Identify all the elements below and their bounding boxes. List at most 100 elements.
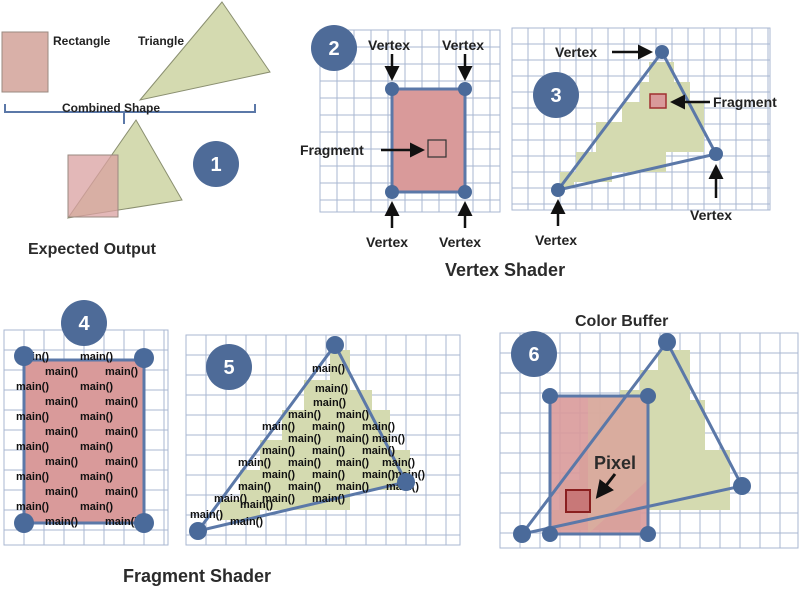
main-call-label: main() <box>16 381 49 393</box>
main-call-label: main() <box>105 366 138 378</box>
main-calls-rectangle: main()main() main()main() main()main() main… <box>16 351 138 528</box>
badge-4 <box>61 300 107 346</box>
vertex-dot <box>709 147 723 161</box>
fragment-label: Fragment <box>713 94 777 110</box>
badge-1 <box>193 141 239 187</box>
vertex-dot <box>134 513 154 533</box>
vertex-dot <box>733 477 751 495</box>
badge-2 <box>311 25 357 71</box>
main-call-label: main() <box>288 409 321 421</box>
main-call-label: main() <box>230 516 263 528</box>
vertex-shader-caption: Vertex Shader <box>445 260 565 280</box>
main-call-label: main() <box>80 471 113 483</box>
vertex-dot <box>458 82 472 96</box>
vertex-label-top-right: Vertex <box>442 37 484 53</box>
badge-4-number: 4 <box>78 313 90 335</box>
pixel-label: Pixel <box>594 453 636 473</box>
main-call-label: main() <box>45 486 78 498</box>
main-call-label: main() <box>372 433 405 445</box>
triangle-label: Triangle <box>138 34 184 48</box>
main-call-label: main() <box>45 516 78 528</box>
triangle-shape <box>138 1 271 101</box>
vertex-label-top-left: Vertex <box>368 37 410 53</box>
main-call-label: main() <box>262 421 295 433</box>
main-call-label: main() <box>190 509 223 521</box>
vertex-dot <box>658 333 676 351</box>
main-call-label: main() <box>105 516 138 528</box>
main-call-label: main() <box>336 433 369 445</box>
vertex-dot <box>189 522 207 540</box>
main-call-label: main() <box>288 433 321 445</box>
rectangle-primitive <box>22 358 146 525</box>
main-call-label: main() <box>336 481 369 493</box>
combine-bracket <box>4 104 256 113</box>
overlap-fill <box>588 396 648 534</box>
badge-2-number: 2 <box>328 38 339 60</box>
rasterized-triangle-fill <box>560 62 704 188</box>
rectangle-shape <box>1 31 49 93</box>
panel-vertex-shader-triangle: Vertex Fragment Vertex Vertex 3 <box>511 27 777 248</box>
main-call-label: main() <box>336 457 369 469</box>
rasterized-triangle-fill <box>220 350 410 520</box>
combined-rectangle <box>67 154 119 218</box>
vertex-dot <box>542 388 558 404</box>
main-call-label: main() <box>288 457 321 469</box>
main-call-label: main() <box>80 381 113 393</box>
badge-3 <box>533 72 579 118</box>
vertex-dot <box>542 526 558 542</box>
combined-shape-label: Combined Shape <box>62 101 160 115</box>
main-call-label: main() <box>16 501 49 513</box>
triangle-primitive <box>194 342 409 534</box>
main-call-label: main() <box>238 481 271 493</box>
main-call-label: main() <box>80 441 113 453</box>
vertex-dot <box>458 185 472 199</box>
main-call-label: main() <box>45 426 78 438</box>
vertex-dot <box>385 185 399 199</box>
badge-5 <box>206 344 252 390</box>
fragment-shader-caption: Fragment Shader <box>123 566 271 586</box>
main-call-label: main() <box>315 383 348 395</box>
vertex-label-top: Vertex <box>555 44 597 60</box>
expected-output-caption: Expected Output <box>28 241 157 258</box>
main-call-label: main() <box>214 493 247 505</box>
main-call-label: main() <box>45 366 78 378</box>
main-call-label: main() <box>288 481 321 493</box>
vertex-dot <box>551 183 565 197</box>
main-call-label: main() <box>16 411 49 423</box>
main-call-label: main() <box>313 397 346 409</box>
main-call-label: main() <box>105 426 138 438</box>
main-call-label: main() <box>105 486 138 498</box>
vertex-dot <box>134 348 154 368</box>
vertex-dot <box>655 45 669 59</box>
fragment-label: Fragment <box>300 142 364 158</box>
vertex-label-bottom-left: Vertex <box>366 234 408 250</box>
vertex-label-left: Vertex <box>535 232 577 248</box>
vertex-dot <box>513 525 531 543</box>
main-call-label: main() <box>80 351 113 363</box>
main-call-label: main() <box>262 469 295 481</box>
main-call-label: main() <box>80 411 113 423</box>
color-buffer-caption: Color Buffer <box>575 313 668 330</box>
panel-expected-output: Rectangle Triangle Combined Shape 1 Expe… <box>1 1 271 258</box>
vertex-label-bottom-right: Vertex <box>439 234 481 250</box>
badge-3-number: 3 <box>550 85 561 107</box>
main-call-label: main() <box>45 396 78 408</box>
badge-5-number: 5 <box>223 357 234 379</box>
vertex-dot <box>640 388 656 404</box>
main-call-label: main() <box>262 493 295 505</box>
main-call-label: main() <box>312 445 345 457</box>
main-call-label: main() <box>362 421 395 433</box>
panel-color-buffer: Color Buffer Pixel 6 <box>499 313 799 549</box>
main-call-label: main() <box>16 471 49 483</box>
main-call-label: main() <box>105 396 138 408</box>
main-call-label: main() <box>16 441 49 453</box>
main-call-label: main() <box>312 469 345 481</box>
rectangle-label: Rectangle <box>53 34 111 48</box>
main-call-label: main() <box>80 501 113 513</box>
main-call-label: main() <box>362 445 395 457</box>
main-call-label: main() <box>382 457 415 469</box>
vertex-dot <box>14 513 34 533</box>
vertex-dot <box>14 346 34 366</box>
fragment-box <box>427 139 447 158</box>
